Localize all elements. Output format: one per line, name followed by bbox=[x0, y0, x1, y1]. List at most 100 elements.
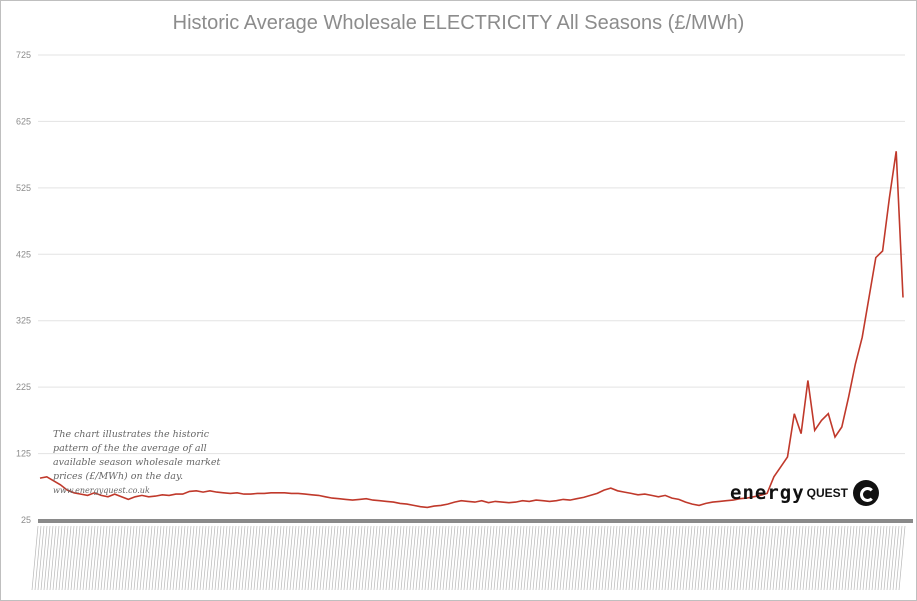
logo-mark-icon bbox=[852, 480, 879, 506]
x-tick-label bbox=[898, 525, 906, 591]
x-tick-label bbox=[634, 525, 642, 591]
x-tick-label bbox=[697, 525, 705, 591]
x-tick-label bbox=[820, 525, 828, 591]
x-tick-label bbox=[121, 525, 129, 591]
x-tick-label bbox=[832, 525, 840, 591]
x-tick-label bbox=[814, 525, 822, 591]
x-tick-label bbox=[625, 525, 633, 591]
x-tick-label bbox=[115, 525, 123, 591]
x-tick-label bbox=[469, 525, 477, 591]
x-tick-label bbox=[595, 525, 603, 591]
x-tick-label bbox=[640, 525, 648, 591]
x-tick-label bbox=[211, 525, 219, 591]
x-tick-label bbox=[244, 525, 252, 591]
x-tick-label bbox=[742, 525, 750, 591]
x-tick-label bbox=[607, 525, 615, 591]
x-tick-label bbox=[628, 525, 636, 591]
x-tick-label bbox=[334, 525, 342, 591]
x-tick-label bbox=[202, 525, 210, 591]
x-tick-label bbox=[895, 525, 903, 591]
x-tick-label bbox=[850, 525, 858, 591]
x-tick-label bbox=[460, 525, 468, 591]
energyquest-logo: energy QUEST bbox=[730, 476, 879, 510]
x-tick-label bbox=[37, 525, 45, 591]
x-tick-label bbox=[223, 525, 231, 591]
x-tick-label bbox=[631, 525, 639, 591]
x-tick-label bbox=[340, 525, 348, 591]
x-tick-label bbox=[538, 525, 546, 591]
x-tick-label bbox=[217, 525, 225, 591]
x-tick-label bbox=[871, 525, 879, 591]
x-tick-label bbox=[802, 525, 810, 591]
x-tick-label bbox=[691, 525, 699, 591]
x-tick-label bbox=[553, 525, 561, 591]
x-tick-label bbox=[646, 525, 654, 591]
x-tick-label bbox=[889, 525, 897, 591]
x-tick-label bbox=[874, 525, 882, 591]
y-tick-label: 725 bbox=[16, 50, 31, 60]
x-tick-label bbox=[199, 525, 207, 591]
x-tick-label bbox=[772, 525, 780, 591]
x-tick-label bbox=[325, 525, 333, 591]
x-tick-label bbox=[130, 525, 138, 591]
x-tick-label bbox=[520, 525, 528, 591]
x-tick-label bbox=[667, 525, 675, 591]
x-tick-label bbox=[619, 525, 627, 591]
x-tick-label bbox=[511, 525, 519, 591]
x-tick-label bbox=[301, 525, 309, 591]
x-tick-label bbox=[268, 525, 276, 591]
x-tick-label bbox=[190, 525, 198, 591]
x-tick-label bbox=[175, 525, 183, 591]
x-tick-label bbox=[823, 525, 831, 591]
x-tick-label bbox=[349, 525, 357, 591]
x-tick-label bbox=[709, 525, 717, 591]
annotation-link[interactable]: www.energyquest.co.uk bbox=[53, 486, 150, 495]
x-tick-label bbox=[79, 525, 87, 591]
x-tick-label bbox=[274, 525, 282, 591]
x-tick-label bbox=[760, 525, 768, 591]
x-tick-label bbox=[592, 525, 600, 591]
x-tick-label bbox=[571, 525, 579, 591]
annotation-text: The chart illustrates the historic patte… bbox=[53, 429, 221, 482]
x-tick-label bbox=[100, 525, 108, 591]
x-tick-label bbox=[835, 525, 843, 591]
x-tick-label bbox=[724, 525, 732, 591]
x-tick-label bbox=[376, 525, 384, 591]
x-tick-label bbox=[679, 525, 687, 591]
y-tick-label: 225 bbox=[16, 382, 31, 392]
x-tick-label bbox=[484, 525, 492, 591]
x-tick-label bbox=[517, 525, 525, 591]
x-tick-label bbox=[880, 525, 888, 591]
x-tick-label bbox=[589, 525, 597, 591]
x-tick-label bbox=[391, 525, 399, 591]
x-tick-label bbox=[373, 525, 381, 591]
x-tick-label bbox=[532, 525, 540, 591]
x-tick-label bbox=[613, 525, 621, 591]
x-tick-label bbox=[166, 525, 174, 591]
y-tick-label: 325 bbox=[16, 316, 31, 326]
x-tick-label bbox=[424, 525, 432, 591]
x-tick-label bbox=[559, 525, 567, 591]
x-tick-label bbox=[781, 525, 789, 591]
x-tick-label bbox=[139, 525, 147, 591]
x-tick-label bbox=[331, 525, 339, 591]
x-tick-label bbox=[208, 525, 216, 591]
series-line bbox=[39, 151, 904, 509]
x-tick-label bbox=[562, 525, 570, 591]
x-tick-label bbox=[673, 525, 681, 591]
x-tick-label bbox=[493, 525, 501, 591]
x-tick-label bbox=[229, 525, 237, 591]
x-tick-label bbox=[196, 525, 204, 591]
x-tick-label bbox=[43, 525, 51, 591]
x-tick-label bbox=[499, 525, 507, 591]
x-tick-label bbox=[232, 525, 240, 591]
x-tick-label bbox=[454, 525, 462, 591]
x-tick-label bbox=[103, 525, 111, 591]
x-tick-label bbox=[178, 525, 186, 591]
x-tick-label bbox=[277, 525, 285, 591]
x-tick-label bbox=[694, 525, 702, 591]
x-tick-label bbox=[127, 525, 135, 591]
x-tick-label bbox=[487, 525, 495, 591]
x-tick-label bbox=[859, 525, 867, 591]
